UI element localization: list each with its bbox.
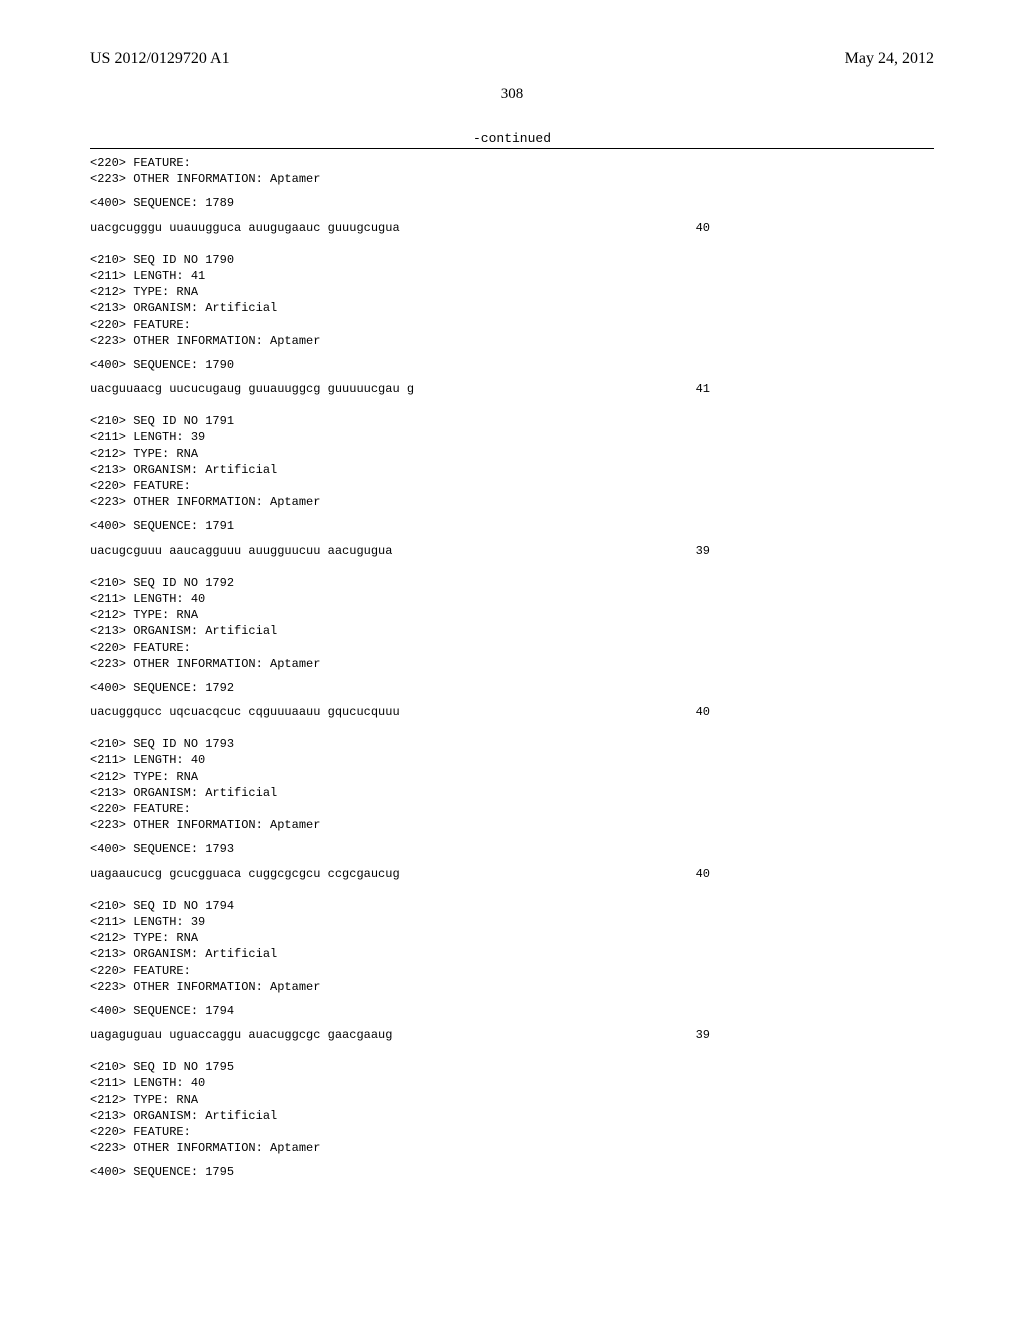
listing-line: <212> TYPE: RNA [90,769,934,785]
listing-line: <211> LENGTH: 40 [90,591,934,607]
listing-line: <223> OTHER INFORMATION: Aptamer [90,1140,934,1156]
listing-line: <400> SEQUENCE: 1795 [90,1164,934,1180]
sequence-text: uagaguguau uguaccaggu auacuggcgc gaacgaa… [90,1027,392,1043]
listing-line: <223> OTHER INFORMATION: Aptamer [90,494,934,510]
listing-line: <211> LENGTH: 41 [90,268,934,284]
gap [90,696,934,704]
gap [90,187,934,195]
listing-line: <212> TYPE: RNA [90,1092,934,1108]
gap [90,1019,934,1027]
listing-line: <220> FEATURE: [90,317,934,333]
listing-line: <223> OTHER INFORMATION: Aptamer [90,656,934,672]
listing-line: <211> LENGTH: 39 [90,429,934,445]
listing-line: <220> FEATURE: [90,478,934,494]
sequence-text: uacgcugggu uuauugguca auugugaauc guuugcu… [90,220,400,236]
sequence-length: 40 [696,704,710,720]
gap [90,510,934,518]
gap [90,236,934,252]
listing-line: <400> SEQUENCE: 1793 [90,841,934,857]
gap [90,672,934,680]
gap [90,349,934,357]
sequence-text: uagaaucucg gcucgguaca cuggcgcgcu ccgcgau… [90,866,400,882]
listing-line: <223> OTHER INFORMATION: Aptamer [90,171,934,187]
listing-line: <213> ORGANISM: Artificial [90,785,934,801]
listing-line: <220> FEATURE: [90,1124,934,1140]
listing-line: <213> ORGANISM: Artificial [90,300,934,316]
listing-line: <213> ORGANISM: Artificial [90,946,934,962]
sequence-row: uagaguguau uguaccaggu auacuggcgc gaacgaa… [90,1027,710,1043]
publication-number: US 2012/0129720 A1 [90,50,230,68]
sequence-row: uacguuaacg uucucugaug guuauuggcg guuuuuc… [90,381,710,397]
listing-line: <400> SEQUENCE: 1791 [90,518,934,534]
listing-line: <212> TYPE: RNA [90,930,934,946]
sequence-length: 39 [696,1027,710,1043]
listing-line: <210> SEQ ID NO 1791 [90,413,934,429]
gap [90,995,934,1003]
gap [90,535,934,543]
listing-line: <212> TYPE: RNA [90,607,934,623]
listing-line: <400> SEQUENCE: 1794 [90,1003,934,1019]
listing-line: <212> TYPE: RNA [90,284,934,300]
sequence-length: 40 [696,866,710,882]
gap [90,882,934,898]
gap [90,373,934,381]
listing-line: <211> LENGTH: 40 [90,1075,934,1091]
listing-line: <220> FEATURE: [90,963,934,979]
listing-line: <210> SEQ ID NO 1794 [90,898,934,914]
listing-line: <210> SEQ ID NO 1793 [90,736,934,752]
listing-line: <212> TYPE: RNA [90,446,934,462]
sequence-row: uagaaucucg gcucgguaca cuggcgcgcu ccgcgau… [90,866,710,882]
sequence-length: 41 [696,381,710,397]
top-rule [90,148,934,149]
sequence-text: uacguuaacg uucucugaug guuauuggcg guuuuuc… [90,381,414,397]
listing-line: <220> FEATURE: [90,801,934,817]
listing-line: <210> SEQ ID NO 1790 [90,252,934,268]
listing-line: <223> OTHER INFORMATION: Aptamer [90,817,934,833]
gap [90,833,934,841]
listing-line: <213> ORGANISM: Artificial [90,623,934,639]
page: US 2012/0129720 A1 May 24, 2012 308 -con… [0,0,1024,1320]
sequence-length: 39 [696,543,710,559]
continued-label: -continued [90,131,934,146]
header-row: US 2012/0129720 A1 May 24, 2012 [90,50,934,68]
gap [90,858,934,866]
sequence-length: 40 [696,220,710,236]
sequence-row: uacuggqucc uqcuacqcuc cqguuuaauu gqucucq… [90,704,710,720]
listing-line: <220> FEATURE: [90,640,934,656]
listing-line: <223> OTHER INFORMATION: Aptamer [90,979,934,995]
listing-line: <213> ORGANISM: Artificial [90,462,934,478]
listing-line: <220> FEATURE: [90,155,934,171]
listing-line: <223> OTHER INFORMATION: Aptamer [90,333,934,349]
sequence-listing: <220> FEATURE:<223> OTHER INFORMATION: A… [90,155,934,1181]
listing-line: <400> SEQUENCE: 1790 [90,357,934,373]
gap [90,559,934,575]
gap [90,1043,934,1059]
sequence-text: uacuggqucc uqcuacqcuc cqguuuaauu gqucucq… [90,704,400,720]
gap [90,212,934,220]
page-number: 308 [90,86,934,103]
listing-line: <210> SEQ ID NO 1795 [90,1059,934,1075]
sequence-row: uacugcguuu aaucagguuu auugguucuu aacugug… [90,543,710,559]
listing-line: <400> SEQUENCE: 1792 [90,680,934,696]
gap [90,397,934,413]
sequence-row: uacgcugggu uuauugguca auugugaauc guuugcu… [90,220,710,236]
listing-line: <213> ORGANISM: Artificial [90,1108,934,1124]
listing-line: <211> LENGTH: 40 [90,752,934,768]
listing-line: <210> SEQ ID NO 1792 [90,575,934,591]
listing-line: <400> SEQUENCE: 1789 [90,195,934,211]
gap [90,720,934,736]
sequence-text: uacugcguuu aaucagguuu auugguucuu aacugug… [90,543,392,559]
listing-line: <211> LENGTH: 39 [90,914,934,930]
publication-date: May 24, 2012 [845,50,934,68]
gap [90,1156,934,1164]
